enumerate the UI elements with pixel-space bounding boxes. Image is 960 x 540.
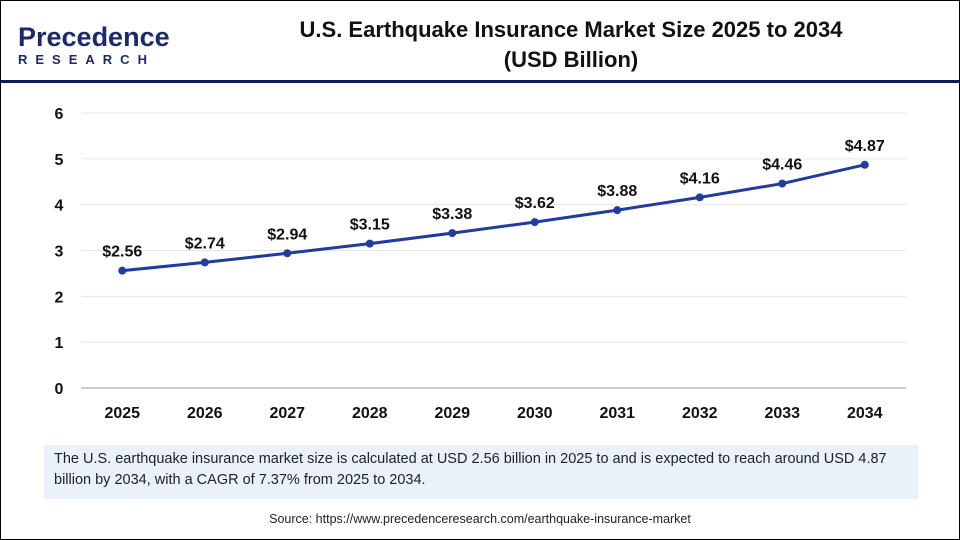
data-label: $4.87 [845,138,885,155]
y-tick-label: 1 [55,335,64,352]
data-point [778,179,787,188]
header-divider [1,80,959,83]
series-line [122,163,866,273]
x-tick-label: 2032 [682,405,718,422]
y-tick-label: 4 [55,198,64,215]
data-label: $2.74 [185,235,225,252]
line-chart: 0 1 2 3 4 5 6 2025 2026 2027 2028 2029 2030 2031 2032 2… [55,106,906,422]
y-tick-label: 0 [55,381,64,398]
data-point [695,193,704,202]
x-tick-label: 2030 [517,405,553,422]
data-label: $3.15 [350,217,390,234]
x-tick-label: 2025 [104,405,140,422]
data-point [860,160,869,169]
data-label: $4.46 [762,157,802,174]
x-tick-label: 2029 [434,405,470,422]
chart-title: U.S. Earthquake Insurance Market Size 20… [201,15,941,75]
y-tick-label: 5 [55,152,64,169]
x-tick-label: 2033 [764,405,800,422]
data-label: $3.38 [432,206,472,223]
logo-subtext: RESEARCH [18,52,155,67]
x-tick-label: 2034 [847,405,883,422]
data-point [283,249,292,258]
x-tick-label: 2027 [269,405,305,422]
data-label: $3.88 [597,183,637,200]
data-label: $2.94 [267,226,307,243]
y-tick-label: 3 [55,244,64,261]
data-point [118,266,127,275]
data-label: $3.62 [515,195,555,212]
x-tick-label: 2028 [352,405,388,422]
summary-note: The U.S. earthquake insurance market siz… [44,445,918,499]
data-point [613,206,622,215]
data-label: $2.56 [102,244,142,261]
data-label: $4.16 [680,170,720,187]
data-point [365,239,374,248]
logo: Precedence RESEARCH [18,23,170,67]
x-tick-label: 2031 [599,405,635,422]
title-line-1: U.S. Earthquake Insurance Market Size 20… [299,17,843,42]
logo-text: Precedence [18,22,170,52]
data-point [448,229,457,238]
x-tick-label: 2026 [187,405,223,422]
y-tick-label: 6 [55,106,64,123]
data-point [530,218,539,227]
source-text: Source: https://www.precedenceresearch.c… [269,512,691,526]
title-line-2: (USD Billion) [503,47,639,72]
y-tick-label: 2 [55,289,64,306]
data-point [200,258,209,267]
